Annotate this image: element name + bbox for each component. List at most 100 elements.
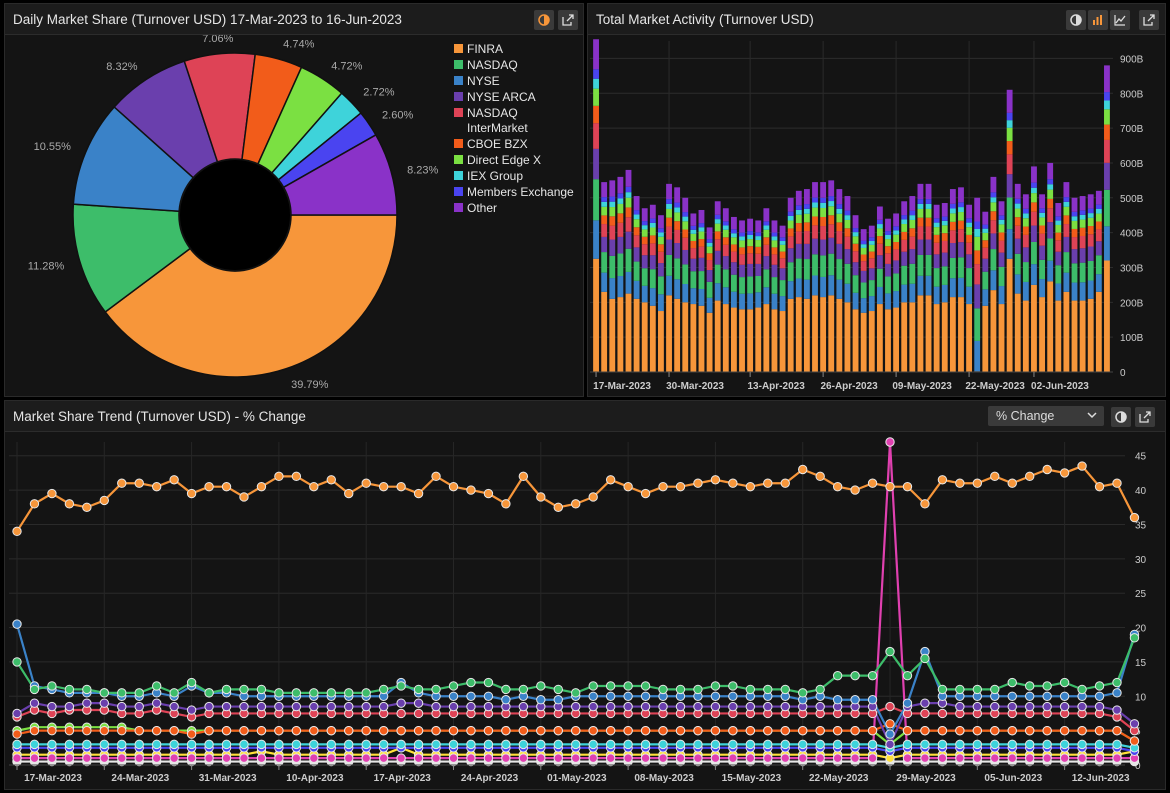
bar-segment xyxy=(1071,300,1078,372)
bar-segment xyxy=(852,292,859,310)
bar-segment xyxy=(852,215,859,229)
bar-segment xyxy=(966,204,973,219)
bar-segment xyxy=(674,221,681,230)
bar-segment xyxy=(828,295,835,372)
bar-segment xyxy=(901,215,908,220)
series-point xyxy=(361,753,371,763)
x-tick-label: 24-Mar-2023 xyxy=(111,773,169,784)
series-point xyxy=(1112,688,1122,698)
series-point xyxy=(763,753,773,763)
series-point xyxy=(204,701,214,712)
series-point xyxy=(501,739,511,750)
x-tick-label: 02-Jun-2023 xyxy=(1031,381,1089,392)
bar-segment xyxy=(666,254,672,276)
bar-segment xyxy=(844,236,851,250)
popout-button[interactable] xyxy=(1135,407,1155,427)
bar-segment xyxy=(714,300,721,372)
bar-segment xyxy=(714,239,721,251)
bar-segment xyxy=(633,214,640,220)
bar-segment xyxy=(779,251,786,259)
theme-toggle-button[interactable] xyxy=(534,10,554,30)
series-point xyxy=(274,688,284,698)
y-tick-label: 35 xyxy=(1135,520,1147,531)
series-point xyxy=(326,688,336,698)
bar-segment xyxy=(990,233,997,250)
bar-segment xyxy=(1071,211,1078,217)
series-point xyxy=(221,725,232,736)
series-point xyxy=(885,719,895,729)
series-point xyxy=(1007,677,1017,688)
bar-segment xyxy=(779,258,786,269)
bar-segment xyxy=(1071,220,1078,229)
bar-segment xyxy=(1039,208,1045,213)
bar-segment xyxy=(1047,238,1054,261)
bar-segment xyxy=(1006,258,1013,372)
series-point xyxy=(361,725,371,736)
legend-swatch xyxy=(454,60,463,69)
y-tick-label: 400B xyxy=(1120,229,1144,240)
bar-segment xyxy=(836,204,843,209)
theme-toggle-icon xyxy=(538,14,550,26)
bar-segment xyxy=(633,210,640,215)
bar-segment xyxy=(1095,190,1102,205)
bar-segment xyxy=(795,258,802,279)
bar-segment xyxy=(698,289,705,306)
bar-segment xyxy=(925,203,932,209)
bar-segment xyxy=(860,298,867,313)
bar-segment xyxy=(852,243,859,252)
bar-segment xyxy=(649,305,656,372)
popout-button[interactable] xyxy=(1139,10,1159,30)
bar-segment xyxy=(844,302,851,372)
legend-swatch xyxy=(454,139,463,148)
series-point xyxy=(605,739,616,750)
bar-segment xyxy=(1014,274,1021,294)
bar-segment xyxy=(1031,182,1037,188)
bar-segment xyxy=(860,244,867,248)
panel-title: Market Share Trend (Turnover USD) - % Ch… xyxy=(13,409,306,424)
pie-value-label: 11.28% xyxy=(28,260,65,272)
x-tick-label: 17-Apr-2023 xyxy=(374,773,432,784)
bar-segment xyxy=(787,262,794,282)
bar-segment xyxy=(1104,189,1110,227)
bar-segment xyxy=(1039,259,1045,280)
series-point xyxy=(12,526,22,537)
series-point xyxy=(728,739,738,750)
bar-segment xyxy=(803,279,810,299)
metric-select[interactable]: % Change xyxy=(988,406,1104,426)
bar-segment xyxy=(698,227,705,232)
bar-segment xyxy=(1063,291,1070,372)
series-point xyxy=(309,481,319,492)
bar-chart-button[interactable] xyxy=(1088,10,1108,30)
theme-toggle-button[interactable] xyxy=(1111,407,1131,427)
bar-segment xyxy=(722,229,729,238)
bar-segment xyxy=(820,216,827,227)
bar-segment xyxy=(779,241,786,245)
bar-segment xyxy=(1079,235,1086,249)
popout-button[interactable] xyxy=(558,10,578,30)
series-point xyxy=(937,708,948,719)
line-chart-button[interactable] xyxy=(1110,10,1130,30)
bar-segment xyxy=(917,203,924,209)
series-point xyxy=(693,478,703,488)
series-point xyxy=(658,481,668,492)
series-point xyxy=(117,739,127,750)
pie-slice-nyse xyxy=(72,105,195,213)
bar-segment xyxy=(852,251,859,263)
bar-segment xyxy=(649,218,656,223)
pie-center-hole xyxy=(180,160,290,270)
series-point xyxy=(658,753,668,763)
series-point xyxy=(937,684,948,695)
series-point xyxy=(378,684,389,695)
series-point xyxy=(344,753,354,763)
series-point xyxy=(815,725,825,736)
series-point xyxy=(588,753,598,763)
bar-segment xyxy=(682,237,689,250)
theme-toggle-button[interactable] xyxy=(1066,10,1086,30)
bar-segment xyxy=(706,227,713,240)
bar-segment xyxy=(666,226,672,240)
bar-segment xyxy=(698,305,705,372)
bar-segment xyxy=(974,221,981,229)
series-point xyxy=(99,725,110,736)
series-point xyxy=(99,688,110,698)
series-point xyxy=(780,478,790,488)
